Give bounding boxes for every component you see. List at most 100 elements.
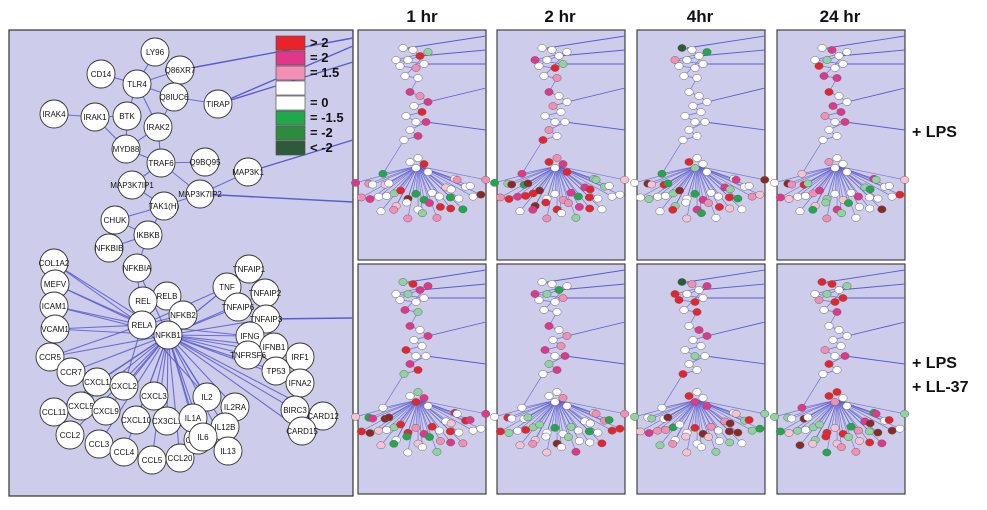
panel-gene-node <box>552 132 562 140</box>
panel-gene-node <box>405 392 415 400</box>
panel-gene-node <box>558 294 568 302</box>
panel-gene-node <box>542 290 552 298</box>
panel-gene-node <box>374 192 384 201</box>
panel-gene-node <box>884 416 894 424</box>
gene-node-label: TP53 <box>266 367 286 376</box>
panel-gene-node <box>517 403 527 412</box>
panel-gene-node <box>830 164 840 172</box>
panel-gene-node <box>558 60 568 68</box>
panel-edge <box>368 399 419 418</box>
gene-node-circle <box>122 69 152 99</box>
gene-node-label: IRAK4 <box>42 110 66 119</box>
panel-gene-node <box>423 332 433 340</box>
panel-gene-node <box>537 278 547 286</box>
panel-gene-node <box>423 168 433 176</box>
fold-change-legend: > 2= 2= 1.5 = 0= -1.5= -2< -2 <box>275 35 344 156</box>
panel-gene-node <box>834 52 844 60</box>
panel-gene-node <box>846 188 856 197</box>
panel-edge <box>417 165 451 209</box>
panel-gene-node <box>571 213 581 222</box>
panel-gene-node <box>714 203 724 211</box>
gene-node-label: CCL2 <box>60 431 81 440</box>
panel-gene-node <box>810 290 820 298</box>
panel-gene-node <box>515 441 525 450</box>
gene-node-label: IL2 <box>201 393 213 402</box>
panel-gene-node <box>550 352 560 360</box>
panel-gene-node <box>822 56 832 64</box>
gene-node-circle <box>149 191 179 221</box>
panel-gene-node <box>661 192 671 200</box>
column-header-2hr: 2 hr <box>544 7 576 26</box>
panel-gene-node <box>468 426 478 435</box>
gene-node-circle <box>153 320 183 350</box>
panel-edge <box>556 165 597 181</box>
panel-edge <box>651 165 698 185</box>
panel-gene-node <box>411 164 421 172</box>
panel-edge <box>696 165 704 200</box>
gene-node-label: CCL3 <box>89 440 110 449</box>
panel-gene-node <box>834 286 844 294</box>
panel-edge <box>696 399 704 434</box>
gene-node-label: TRAF6 <box>148 159 174 168</box>
panel-gene-node <box>411 118 421 126</box>
panel-gene-node <box>382 192 392 200</box>
panel-gene-node <box>468 192 478 201</box>
panel-gene-node <box>692 388 702 396</box>
panel-gene-node <box>770 413 780 421</box>
panel-edge <box>836 399 842 448</box>
panel-edge <box>826 269 906 283</box>
panel-edge <box>382 139 405 174</box>
panel-edge <box>706 321 766 337</box>
panel-gene-node <box>435 437 445 445</box>
panel-gene-node <box>853 426 863 435</box>
gene-node: IKBKB <box>133 220 163 250</box>
legend-swatch <box>275 125 306 141</box>
legend-swatch <box>275 95 306 111</box>
panel-edge <box>556 399 562 448</box>
panel-gene-node <box>413 154 423 162</box>
panel-gene-node <box>411 298 421 306</box>
panel-gene-node <box>684 88 694 96</box>
panel-gene-node <box>558 394 568 402</box>
gene-node: CCL4 <box>109 437 139 467</box>
gene-node: NFKB1 <box>153 320 183 350</box>
gene-node-label: NFKB2 <box>170 311 196 320</box>
panel-edge <box>372 399 419 419</box>
timecourse-panel-background <box>636 263 766 495</box>
panel-gene-node <box>684 360 694 368</box>
panel-gene-node <box>842 168 852 176</box>
panel-edge <box>566 87 626 103</box>
gene-node-circle <box>111 134 141 164</box>
panel-gene-node <box>836 342 846 350</box>
panel-edge <box>558 49 626 57</box>
panel-gene-node <box>657 169 667 178</box>
panel-edge <box>836 399 844 434</box>
gene-node: CARD15 <box>286 416 318 446</box>
panel-edge <box>556 165 562 214</box>
panel-gene-node <box>535 420 545 429</box>
panel-gene-node <box>713 426 723 435</box>
panel-gene-node <box>408 46 418 54</box>
gene-node-label: CXCL9 <box>93 407 119 416</box>
panel-gene-node <box>737 439 747 448</box>
legend-swatch <box>275 140 306 156</box>
gene-node-label: COL1A2 <box>39 259 70 268</box>
panel-edge <box>419 283 487 291</box>
panel-gene-node <box>690 64 700 72</box>
panel-edge <box>521 373 544 408</box>
panel-gene-node <box>680 112 690 120</box>
panel-gene-node <box>824 88 834 96</box>
gene-node: ICAM1 <box>39 291 69 321</box>
panel-gene-node <box>713 192 723 201</box>
panel-gene-node <box>692 74 702 82</box>
gene-node-label: CXCL2 <box>111 382 137 391</box>
legend-label: = 2 <box>310 50 328 65</box>
panel-gene-node <box>684 158 694 166</box>
panel-gene-node <box>819 306 829 314</box>
panel-gene-node <box>541 432 551 441</box>
panel-gene-node <box>775 427 785 436</box>
panel-edge <box>836 165 842 214</box>
gene-node: CARD12 <box>307 401 339 431</box>
panel-gene-node <box>558 160 568 168</box>
panel-edge <box>507 399 558 418</box>
